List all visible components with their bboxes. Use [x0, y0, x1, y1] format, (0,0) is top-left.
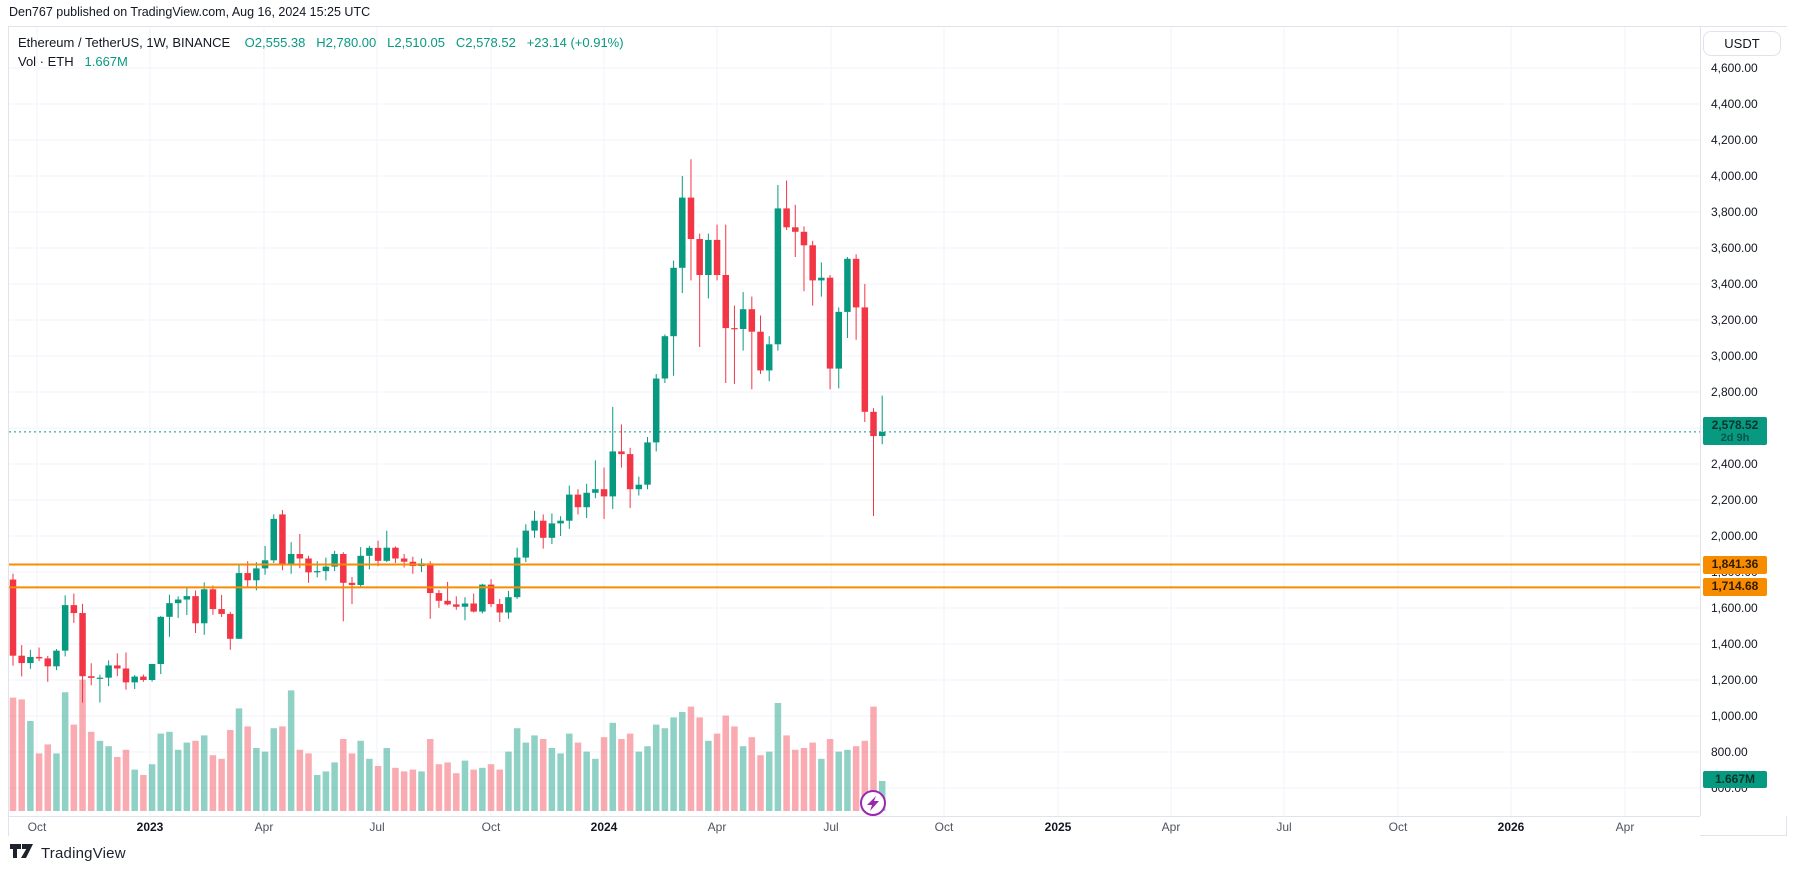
price-tick: 3,200.00	[1711, 313, 1758, 327]
volume-bars	[9, 679, 886, 811]
lightning-icon	[860, 790, 886, 816]
price-tick: 4,000.00	[1711, 169, 1758, 183]
price-chart-pane[interactable]	[9, 27, 1701, 816]
candles	[9, 159, 886, 703]
price-tick: 1,200.00	[1711, 673, 1758, 687]
price-tick: 3,400.00	[1711, 277, 1758, 291]
ohlc-change: +23.14 (+0.91%)	[526, 35, 624, 50]
price-axis[interactable]: 600.00 800.00 1,000.00 1,200.00 1,400.00 1,60…	[1701, 27, 1787, 816]
bar-countdown: 2d 9h	[1720, 431, 1750, 444]
time-label-month: Oct	[27, 820, 47, 834]
time-label-month: Jul	[823, 820, 839, 834]
tradingview-logo-icon[interactable]	[10, 843, 34, 864]
time-label-year: 2025	[1044, 820, 1072, 834]
published-header: Den767 published on TradingView.com, Aug…	[9, 5, 371, 19]
time-label-month: Oct	[934, 820, 954, 834]
price-tick: 1,400.00	[1711, 637, 1758, 651]
legend-row-volume[interactable]: Vol · ETH 1.667M	[18, 54, 624, 69]
price-tick: 2,800.00	[1711, 385, 1758, 399]
time-label-month: Oct	[1388, 820, 1408, 834]
legend-row-symbol[interactable]: Ethereum / TetherUS, 1W, BINANCE O2,555.…	[18, 35, 624, 50]
time-label-month: Oct	[481, 820, 501, 834]
chart-legend: Ethereum / TetherUS, 1W, BINANCE O2,555.…	[18, 35, 624, 69]
price-tick: 2,000.00	[1711, 529, 1758, 543]
volume-value-label: 1.667M	[1703, 770, 1767, 788]
footer: TradingView	[10, 843, 126, 864]
time-label-year: 2024	[590, 820, 618, 834]
time-axis[interactable]: Oct 2023 Apr Jul Oct 2024 Apr Jul Oct 2025 Apr Jul O…	[9, 816, 1700, 836]
plot-svg	[9, 27, 1700, 816]
tradingview-logo-text[interactable]: TradingView	[41, 845, 126, 862]
price-tick: 4,600.00	[1711, 61, 1758, 75]
price-tick: 4,400.00	[1711, 97, 1758, 111]
gridlines	[9, 27, 1700, 816]
time-label-month: Apr	[1161, 820, 1181, 834]
time-label-year: 2026	[1497, 820, 1525, 834]
time-label-month: Jul	[1276, 820, 1292, 834]
ohlc-open: O2,555.38	[244, 35, 306, 50]
time-label-month: Apr	[1615, 820, 1635, 834]
current-price-value: 2,578.52	[1711, 417, 1759, 432]
price-tick: 2,400.00	[1711, 457, 1758, 471]
symbol-title[interactable]: Ethereum / TetherUS, 1W, BINANCE	[18, 35, 231, 50]
ohlc-low: L2,510.05	[387, 35, 445, 50]
time-label-year: 2023	[136, 820, 164, 834]
volume-series-title: Vol · ETH	[18, 54, 74, 69]
price-tick: 3,800.00	[1711, 205, 1758, 219]
price-tick: 1,600.00	[1711, 601, 1758, 615]
chart-frame: Ethereum / TetherUS, 1W, BINANCE O2,555.…	[8, 26, 1787, 836]
price-tick: 2,200.00	[1711, 493, 1758, 507]
current-price-label: 2,578.52 2d 9h	[1703, 416, 1767, 445]
time-label-month: Apr	[707, 820, 727, 834]
ohlc-high: H2,780.00	[316, 35, 377, 50]
price-tick: 3,000.00	[1711, 349, 1758, 363]
price-tick: 800.00	[1711, 745, 1748, 759]
price-tick: 4,200.00	[1711, 133, 1758, 147]
price-tick: 1,000.00	[1711, 709, 1758, 723]
volume-series-value: 1.667M	[84, 54, 128, 69]
time-label-month: Jul	[369, 820, 385, 834]
price-tick: 3,600.00	[1711, 241, 1758, 255]
time-label-month: Apr	[254, 820, 274, 834]
hline-price-label-2: 1,714.68	[1703, 578, 1767, 597]
hline-price-label-1: 1,841.36	[1703, 555, 1767, 574]
currency-toggle-button[interactable]: USDT	[1703, 31, 1781, 56]
ohlc-close: C2,578.52	[455, 35, 516, 50]
